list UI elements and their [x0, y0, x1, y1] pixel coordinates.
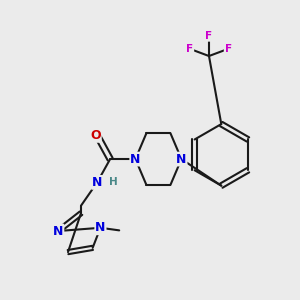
Text: F: F — [186, 44, 194, 54]
Text: N: N — [176, 153, 187, 166]
Text: F: F — [224, 44, 232, 54]
Text: F: F — [206, 31, 212, 41]
Text: O: O — [90, 129, 101, 142]
Text: N: N — [92, 176, 102, 189]
Text: N: N — [95, 221, 106, 234]
Text: N: N — [53, 224, 64, 238]
Text: N: N — [130, 153, 141, 166]
Text: H: H — [109, 177, 118, 188]
